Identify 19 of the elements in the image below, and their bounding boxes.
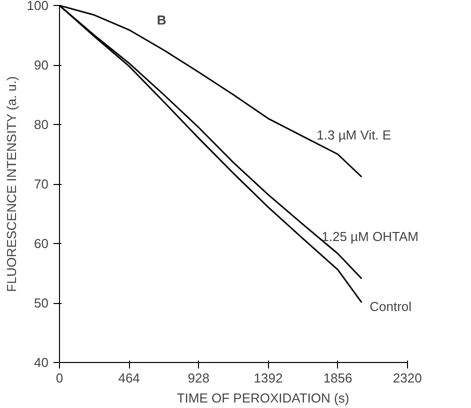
y-axis-title: FLUORESCENCE INTENSITY (a. u.)	[4, 76, 19, 292]
x-axis-title: TIME OF PEROXIDATION (s)	[176, 390, 350, 406]
series-label: Control	[370, 298, 412, 314]
x-tick-label: 0	[56, 370, 64, 386]
y-tick-label: 60	[34, 236, 49, 251]
y-tick-label: 50	[34, 296, 49, 310]
y-tick-label: 80	[34, 117, 49, 132]
y-tick-label: 40	[34, 355, 49, 370]
y-tick-label: 100	[26, 0, 49, 13]
series-label: 1.3 µM Vit. E	[316, 127, 392, 142]
x-tick-label: 928	[188, 370, 210, 386]
x-tick-label: 1856	[323, 370, 352, 386]
x-tick-label: 2320	[392, 370, 422, 386]
x-tick-label: 464	[118, 370, 140, 386]
y-tick-label: 70	[34, 176, 49, 192]
x-tick-label: 1392	[254, 370, 283, 386]
text: B	[156, 12, 166, 28]
series-label: 1.25 µM OHTAM	[322, 229, 418, 244]
y-tick-label: 90	[34, 58, 49, 72]
